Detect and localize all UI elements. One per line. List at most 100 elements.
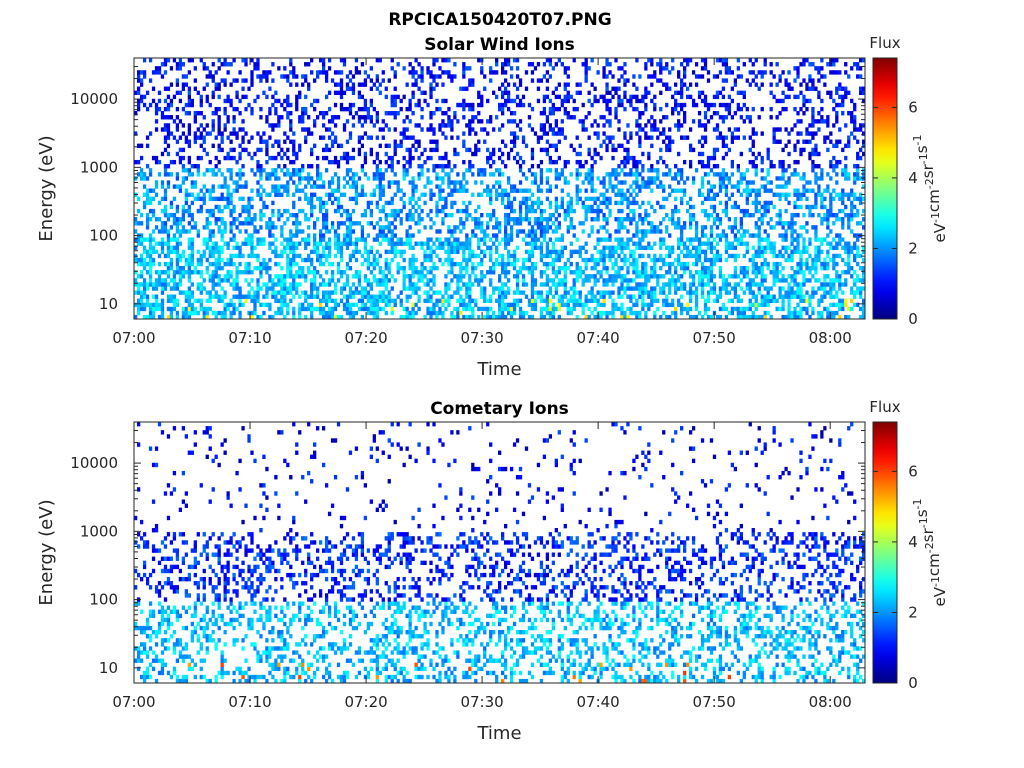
heatmap-cell [444,257,448,263]
heatmap-cell [259,172,263,177]
heatmap-cell [545,229,550,234]
heatmap-cell [145,261,150,267]
heatmap-cell [357,221,362,226]
heatmap-cell [360,253,365,259]
heatmap-cell [680,200,684,206]
heatmap-cell [396,208,400,214]
heatmap-cell [262,261,266,267]
heatmap-cell [148,306,153,312]
heatmap-cell [521,237,526,242]
heatmap-cell [500,265,505,271]
heatmap-cell [656,200,660,206]
heatmap-cell [503,78,508,83]
heatmap-cell [703,233,708,238]
heatmap-cell [360,115,365,120]
heatmap-cell [238,172,242,177]
heatmap-cell [307,180,311,185]
heatmap-cell [310,147,314,153]
heatmap-cell [605,265,609,271]
heatmap-cell [295,282,299,287]
heatmap-cell [316,184,320,189]
heatmap-cell [321,306,326,312]
heatmap-cell [324,147,329,153]
heatmap-cell [444,200,448,206]
heatmap-cell [289,241,293,246]
heatmap-cell [220,294,224,299]
heatmap-cell [202,127,206,132]
heatmap-cell [533,278,538,283]
heatmap-cell [587,66,591,71]
heatmap-cell [411,233,415,238]
heatmap-cell [498,86,502,91]
heatmap-cell [587,314,591,320]
heatmap-cell [665,102,669,108]
heatmap-cell [703,265,708,271]
heatmap-cell [668,143,672,149]
heatmap-cell [369,86,373,91]
heatmap-cell [396,249,400,255]
heatmap-cell [226,261,230,267]
heatmap-cell [247,212,251,218]
heatmap-cell [650,270,654,275]
heatmap-cell [468,253,472,259]
heatmap-cell [277,310,281,316]
heatmap-cell [533,245,538,250]
heatmap-cell [495,286,499,291]
heatmap-cell [575,261,579,267]
heatmap-cell [175,286,180,291]
heatmap-cell [518,180,523,185]
heatmap-cell [626,278,630,283]
heatmap-cell [304,241,308,246]
heatmap-cell [390,98,394,104]
heatmap-cell [480,127,484,132]
heatmap-cell [405,135,409,140]
heatmap-cell [506,217,511,222]
heatmap-cell [647,278,651,283]
heatmap-cell [402,204,406,210]
heatmap-cell [286,306,290,312]
heatmap-cell [259,78,263,83]
heatmap-cell [375,78,379,83]
heatmap-cell [441,98,445,104]
heatmap-cell [351,282,356,287]
heatmap-cell [327,229,332,234]
heatmap-cell [429,86,433,91]
heatmap-cell [202,115,206,120]
heatmap-cell [647,119,651,124]
heatmap-cell [202,135,206,140]
heatmap-cell [339,290,344,295]
heatmap-cell [402,314,406,320]
heatmap-cell [691,119,696,124]
heatmap-cell [169,102,174,108]
heatmap-cell [229,270,233,275]
heatmap-cell [614,90,618,96]
heatmap-cell [668,139,672,144]
heatmap-cell [605,90,609,96]
heatmap-cell [229,225,233,230]
heatmap-cell [587,180,591,185]
heatmap-cell [145,135,150,140]
heatmap-cell [500,123,505,128]
heatmap-cell [145,225,150,230]
heatmap-cell [468,123,472,128]
heatmap-cell [265,204,269,210]
heatmap-cell [357,274,362,279]
heatmap-cell [333,188,338,193]
heatmap-cell [644,102,648,108]
heatmap-cell [584,217,588,222]
heatmap-cell [333,241,338,246]
heatmap-cell [250,217,254,222]
heatmap-cell [503,58,508,63]
heatmap-cell [435,290,439,295]
heatmap-cell [581,164,585,169]
heatmap-cell [653,270,657,275]
heatmap-cell [393,94,397,100]
heatmap-cell [593,278,597,283]
heatmap-cell [253,217,257,222]
heatmap-cell [229,298,233,303]
heatmap-cell [301,127,305,132]
heatmap-cell [533,290,538,295]
heatmap-cell [145,200,150,206]
heatmap-cell [545,241,550,246]
heatmap-cell [527,233,532,238]
